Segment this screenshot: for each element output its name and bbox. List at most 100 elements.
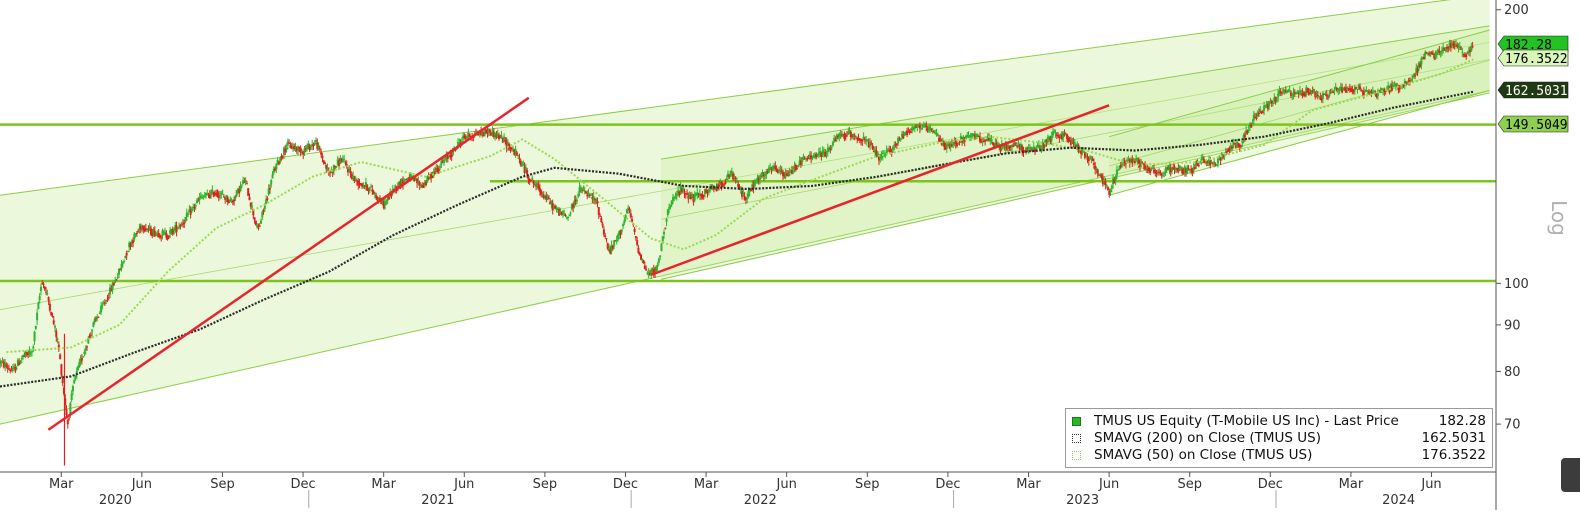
candle-body bbox=[321, 155, 324, 159]
candle-body bbox=[329, 172, 332, 174]
candle-body bbox=[336, 159, 339, 165]
candle-body bbox=[514, 149, 517, 154]
candle-body bbox=[423, 181, 426, 186]
candle-body bbox=[87, 338, 90, 344]
candle-body bbox=[703, 188, 706, 194]
panel-toggle-button[interactable] bbox=[1561, 458, 1580, 492]
candle-body bbox=[1127, 160, 1130, 162]
candle-body bbox=[1304, 92, 1307, 97]
candle-body bbox=[684, 193, 687, 195]
candle-body bbox=[725, 178, 728, 181]
candle-body bbox=[281, 156, 284, 158]
moving-averages bbox=[0, 58, 1474, 388]
candle-body bbox=[673, 197, 676, 199]
candle-body bbox=[1210, 162, 1213, 164]
candle-body bbox=[1333, 90, 1336, 92]
candle-body bbox=[125, 252, 128, 256]
candle-body bbox=[503, 136, 506, 143]
candle-body bbox=[733, 176, 736, 179]
candle-body bbox=[1138, 163, 1141, 167]
candle-body bbox=[890, 151, 893, 153]
candle-body bbox=[1039, 147, 1042, 150]
candle-body bbox=[567, 216, 570, 218]
candle-body bbox=[194, 205, 197, 207]
candle-body bbox=[439, 166, 442, 168]
candle-body bbox=[591, 197, 594, 200]
candle-body bbox=[1208, 158, 1211, 164]
candle-body bbox=[1066, 134, 1069, 139]
candle-body bbox=[922, 124, 925, 126]
candle-body bbox=[554, 206, 557, 209]
price-tag-label: 182.28 bbox=[1505, 38, 1552, 53]
candle-body bbox=[518, 158, 521, 160]
price-tag: 149.5049 bbox=[1497, 115, 1569, 133]
candle-body bbox=[167, 235, 170, 237]
candle-body bbox=[23, 355, 26, 357]
candle-body bbox=[797, 165, 800, 167]
candle-body bbox=[1172, 167, 1175, 169]
candle-body bbox=[291, 145, 294, 148]
candle-body bbox=[1050, 135, 1053, 141]
candle-body bbox=[1105, 184, 1108, 186]
candle-body bbox=[421, 185, 424, 188]
candle-body bbox=[748, 188, 751, 192]
legend-value: 176.3522 bbox=[1421, 447, 1486, 463]
candle-body bbox=[364, 182, 367, 188]
candle-body bbox=[1151, 167, 1154, 169]
candle-body bbox=[1364, 90, 1367, 92]
candle-body bbox=[1186, 166, 1189, 173]
candle-body bbox=[519, 160, 522, 166]
candle-body bbox=[394, 185, 397, 192]
candle-body bbox=[1261, 111, 1264, 113]
candle-body bbox=[1131, 159, 1134, 164]
candle-body bbox=[162, 231, 165, 234]
candle-body bbox=[1329, 92, 1332, 94]
candle-body bbox=[973, 135, 976, 138]
candle-body bbox=[1156, 171, 1159, 173]
candle-body bbox=[883, 153, 886, 155]
candle-body bbox=[335, 166, 338, 168]
candle-body bbox=[256, 225, 259, 228]
x-tick-label: Jun bbox=[131, 477, 152, 492]
candle-body bbox=[355, 180, 358, 182]
candle-body bbox=[735, 180, 738, 182]
channel-fill bbox=[1109, 30, 1490, 196]
candle-body bbox=[542, 194, 545, 198]
candle-body bbox=[1202, 158, 1205, 163]
candle-body bbox=[1089, 157, 1092, 160]
candle-body bbox=[426, 176, 429, 183]
candle-body bbox=[133, 233, 136, 240]
candle-body bbox=[842, 133, 845, 135]
candle-body bbox=[574, 199, 577, 202]
candle-body bbox=[1190, 169, 1193, 171]
channel-fill bbox=[0, 0, 1490, 425]
candle-body bbox=[601, 223, 604, 226]
candle-body bbox=[1305, 87, 1308, 95]
candle-body bbox=[263, 204, 266, 210]
candle-body bbox=[907, 131, 910, 133]
candle-body bbox=[947, 143, 950, 146]
candle-body bbox=[678, 191, 681, 195]
candle-body bbox=[1017, 142, 1020, 148]
candle-body bbox=[549, 201, 552, 205]
candle-body bbox=[1435, 52, 1438, 56]
channel-line bbox=[0, 0, 1451, 196]
candle-body bbox=[826, 148, 829, 153]
candle-body bbox=[1137, 160, 1140, 165]
candle-body bbox=[249, 202, 252, 207]
candle-body bbox=[280, 156, 283, 158]
candle-body bbox=[1411, 75, 1414, 78]
candle-body bbox=[1150, 169, 1153, 171]
candle-body bbox=[436, 168, 439, 173]
candle-body bbox=[198, 197, 201, 201]
candle-body bbox=[101, 304, 104, 306]
candle-body bbox=[737, 183, 740, 188]
candle-body bbox=[610, 244, 613, 252]
candle-body bbox=[1158, 171, 1161, 173]
candle-body bbox=[719, 182, 722, 186]
candle-body bbox=[1126, 159, 1129, 163]
candle-body bbox=[693, 194, 696, 201]
candle-body bbox=[230, 200, 233, 202]
sma200-swatch-icon bbox=[1072, 434, 1081, 443]
candle-body bbox=[286, 141, 289, 146]
